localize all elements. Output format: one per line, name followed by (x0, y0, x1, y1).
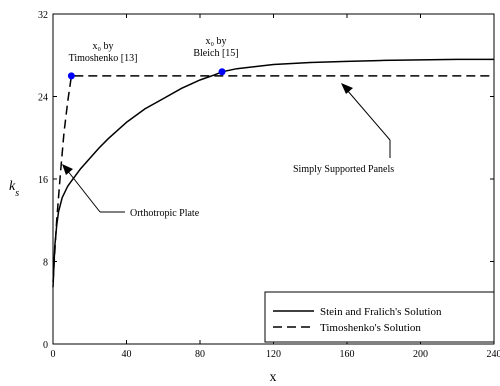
y-axis-title: ks (9, 179, 19, 199)
simply-supported-leader-diagonal (346, 89, 391, 141)
y-tick-label: 0 (43, 340, 48, 351)
x-tick-label: 120 (266, 349, 281, 360)
legend-label-stein: Stein and Fralich's Solution (320, 306, 442, 318)
orthotropic-leader-diagonal (66, 169, 101, 213)
annotation-orthotropic: Orthotropic Plate (130, 208, 200, 219)
annotation-timoshenko-line1: x₀ by (93, 41, 114, 52)
annotation-bleich-line2: Bleich [15] (193, 48, 238, 59)
y-tick-label: 32 (38, 10, 48, 21)
x-tick-label: 200 (413, 349, 428, 360)
series-line-0 (52, 58, 494, 288)
series-layer (52, 58, 494, 288)
points-layer (67, 68, 226, 80)
y-axis-title-subscript: s (15, 188, 19, 199)
annotation-timoshenko-line2: Timoshenko [13] (69, 53, 138, 64)
annotation-simply-supported: Simply Supported Panels (293, 164, 394, 175)
x-axis-title: x (270, 370, 277, 385)
x-tick-label: 40 (122, 349, 132, 360)
legend-label-timoshenko: Timoshenko's Solution (320, 322, 421, 334)
series-line-1 (52, 75, 494, 283)
simply-supported-arrowhead (341, 83, 353, 94)
orthotropic-arrowhead (62, 164, 73, 175)
annotation-bleich-line1: x₀ by (206, 36, 227, 47)
x-tick-label: 160 (340, 349, 355, 360)
y-tick-label: 16 (38, 175, 48, 186)
highlight-point-1 (218, 68, 226, 76)
y-tick-label: 24 (38, 93, 48, 104)
x-tick-label: 0 (51, 349, 56, 360)
highlight-point-0 (67, 72, 75, 80)
x-tick-label: 240 (487, 349, 500, 360)
x-tick-label: 80 (195, 349, 205, 360)
legend-box (264, 291, 495, 343)
y-tick-label: 8 (43, 258, 48, 269)
